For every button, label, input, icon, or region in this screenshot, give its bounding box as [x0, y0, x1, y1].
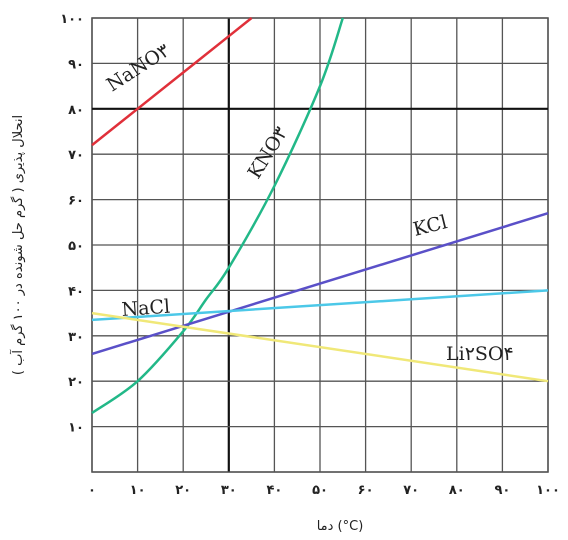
x-tick-label: ۷۰ — [403, 483, 419, 498]
y-tick-label: ۷۰ — [68, 148, 84, 163]
y-tick-label: ۵۰ — [68, 239, 84, 254]
x-tick-label: ۱۰۰ — [536, 483, 560, 498]
series-line-1 — [91, 17, 344, 415]
x-tick-label: ۱۰ — [130, 483, 146, 498]
y-axis-title: انحلال پذیری ( گرم حل شونده در ۱۰۰ گرم آ… — [9, 115, 26, 375]
series-line-4 — [91, 311, 549, 383]
series-layer — [91, 17, 549, 415]
y-tick-label: ۶۰ — [68, 194, 84, 209]
series-line-0 — [91, 17, 253, 147]
x-axis-title: دما (°C) — [317, 519, 364, 534]
x-tick-label: ۴۰ — [266, 483, 282, 498]
y-tick-label: ۹۰ — [68, 57, 84, 72]
x-tick-label: ۹۰ — [494, 483, 510, 498]
grid — [91, 17, 549, 473]
tick-labels: ۰ ۱۰ ۲۰ ۳۰ ۴۰ ۵۰ ۶۰ ۷۰ ۸۰ ۹۰ ۱۰۰ ۱۰ ۲۰ ۳۰ ۴۰ ۵۰ ۶۰ ۷۰ ۸۰ ۹۰… — [60, 12, 560, 498]
series-label-4: Li۲SO۴ — [446, 343, 514, 365]
x-tick-label: ۰ — [88, 483, 96, 498]
x-tick-label: ۵۰ — [312, 483, 328, 498]
series-line-3 — [91, 289, 549, 322]
y-tick-label: ۳۰ — [68, 330, 84, 345]
x-tick-label: ۸۰ — [449, 483, 465, 498]
y-tick-label: ۲۰ — [68, 375, 84, 390]
series-label-3: NaCl — [121, 296, 171, 321]
x-tick-label: ۶۰ — [358, 483, 374, 498]
y-tick-label: ۴۰ — [68, 284, 84, 299]
x-tick-label: ۲۰ — [175, 483, 191, 498]
y-tick-label: ۱۰۰ — [60, 12, 84, 27]
x-tick-label: ۳۰ — [221, 483, 237, 498]
series-line-2 — [91, 212, 549, 356]
y-tick-label: ۸۰ — [68, 103, 84, 118]
y-tick-label: ۱۰ — [68, 421, 84, 436]
